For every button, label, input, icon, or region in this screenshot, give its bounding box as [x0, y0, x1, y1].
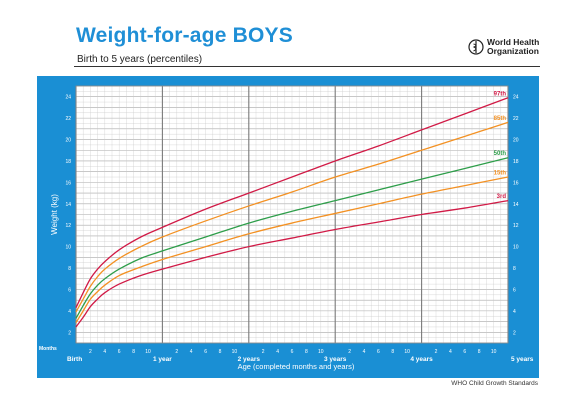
y-tick-label-right: 18 — [513, 159, 519, 165]
plot-border — [75, 85, 509, 344]
x-year-label: Birth — [67, 356, 82, 363]
y-tick-label-left: 8 — [68, 266, 71, 272]
y-tick-label-left: 24 — [65, 95, 71, 101]
x-month-tick-label: 2 — [435, 349, 438, 355]
y-tick-label-left: 12 — [65, 223, 71, 229]
x-month-tick-label: 6 — [204, 349, 207, 355]
percentile-label-50th: 50th — [494, 151, 507, 157]
x-month-tick-label: 6 — [118, 349, 121, 355]
y-tick-label-right: 2 — [513, 330, 516, 336]
x-month-tick-label: 6 — [377, 349, 380, 355]
x-month-tick-label: 4 — [103, 349, 106, 355]
x-month-tick-label: 10 — [491, 349, 497, 355]
y-tick-label-left: 10 — [65, 245, 71, 251]
who-logo: World Health Organization — [468, 38, 539, 56]
percentile-curve-15th — [75, 176, 509, 323]
x-month-tick-label: 10 — [232, 349, 238, 355]
org-name-line2: Organization — [487, 46, 539, 56]
org-name-line1: World Health — [487, 37, 540, 47]
percentile-curve-85th — [75, 121, 509, 313]
y-tick-label-left: 16 — [65, 180, 71, 186]
source-note: WHO Child Growth Standards — [451, 380, 538, 387]
percentile-label-97th: 97th — [494, 91, 507, 97]
y-tick-label-right: 6 — [513, 287, 516, 293]
y-tick-label-left: 18 — [65, 159, 71, 165]
x-year-label: 1 year — [153, 356, 172, 363]
percentile-curve-3rd — [75, 199, 509, 328]
y-tick-label-right: 24 — [513, 95, 519, 101]
y-tick-label-right: 16 — [513, 180, 519, 186]
x-month-tick-label: 10 — [145, 349, 151, 355]
x-month-tick-label: 4 — [449, 349, 452, 355]
x-month-tick-label: 10 — [318, 349, 324, 355]
y-tick-label-left: 4 — [68, 309, 71, 315]
x-month-tick-label: 4 — [363, 349, 366, 355]
x-month-tick-label: 8 — [219, 349, 222, 355]
x-axis-label: Age (completed months and years) — [238, 362, 355, 371]
y-tick-label-left: 20 — [65, 138, 71, 144]
percentile-curve-50th — [75, 157, 509, 319]
title-divider — [74, 66, 540, 67]
x-month-tick-label: 6 — [463, 349, 466, 355]
x-month-tick-label: 8 — [391, 349, 394, 355]
x-month-tick-label: 8 — [132, 349, 135, 355]
x-year-label: 4 years — [410, 356, 433, 363]
y-axis-label: Weight (kg) — [50, 194, 59, 235]
chart-title: Weight-for-age BOYS — [76, 24, 293, 47]
y-tick-label-right: 8 — [513, 266, 516, 272]
x-month-tick-label: 2 — [262, 349, 265, 355]
percentile-label-85th: 85th — [494, 116, 507, 122]
x-month-tick-label: 8 — [478, 349, 481, 355]
x-month-tick-label: 8 — [305, 349, 308, 355]
y-tick-label-right: 20 — [513, 138, 519, 144]
x-month-tick-label: 6 — [291, 349, 294, 355]
percentile-curve-97th — [75, 97, 509, 308]
chart-subtitle: Birth to 5 years (percentiles) — [77, 54, 203, 65]
y-tick-label-right: 10 — [513, 245, 519, 251]
x-month-tick-label: 4 — [276, 349, 279, 355]
y-tick-label-right: 14 — [513, 202, 519, 208]
x-month-tick-label: 2 — [89, 349, 92, 355]
y-tick-label-left: 6 — [68, 287, 71, 293]
percentile-label-3rd: 3rd — [497, 194, 507, 200]
percentile-label-15th: 15th — [494, 171, 507, 177]
x-year-label: 2 years — [238, 356, 261, 363]
y-tick-label-left: 14 — [65, 202, 71, 208]
y-tick-label-right: 22 — [513, 116, 519, 122]
x-month-tick-label: 2 — [175, 349, 178, 355]
x-months-caption: Months — [39, 346, 57, 352]
y-tick-label-left: 22 — [65, 116, 71, 122]
x-month-tick-label: 2 — [348, 349, 351, 355]
y-tick-label-right: 12 — [513, 223, 519, 229]
y-tick-label-left: 2 — [68, 330, 71, 336]
y-tick-label-right: 4 — [513, 309, 516, 315]
x-month-tick-label: 10 — [404, 349, 410, 355]
x-year-label: 3 years — [324, 356, 347, 363]
x-year-label: 5 years — [511, 356, 534, 363]
x-month-tick-label: 4 — [190, 349, 193, 355]
who-emblem-icon — [468, 39, 484, 55]
